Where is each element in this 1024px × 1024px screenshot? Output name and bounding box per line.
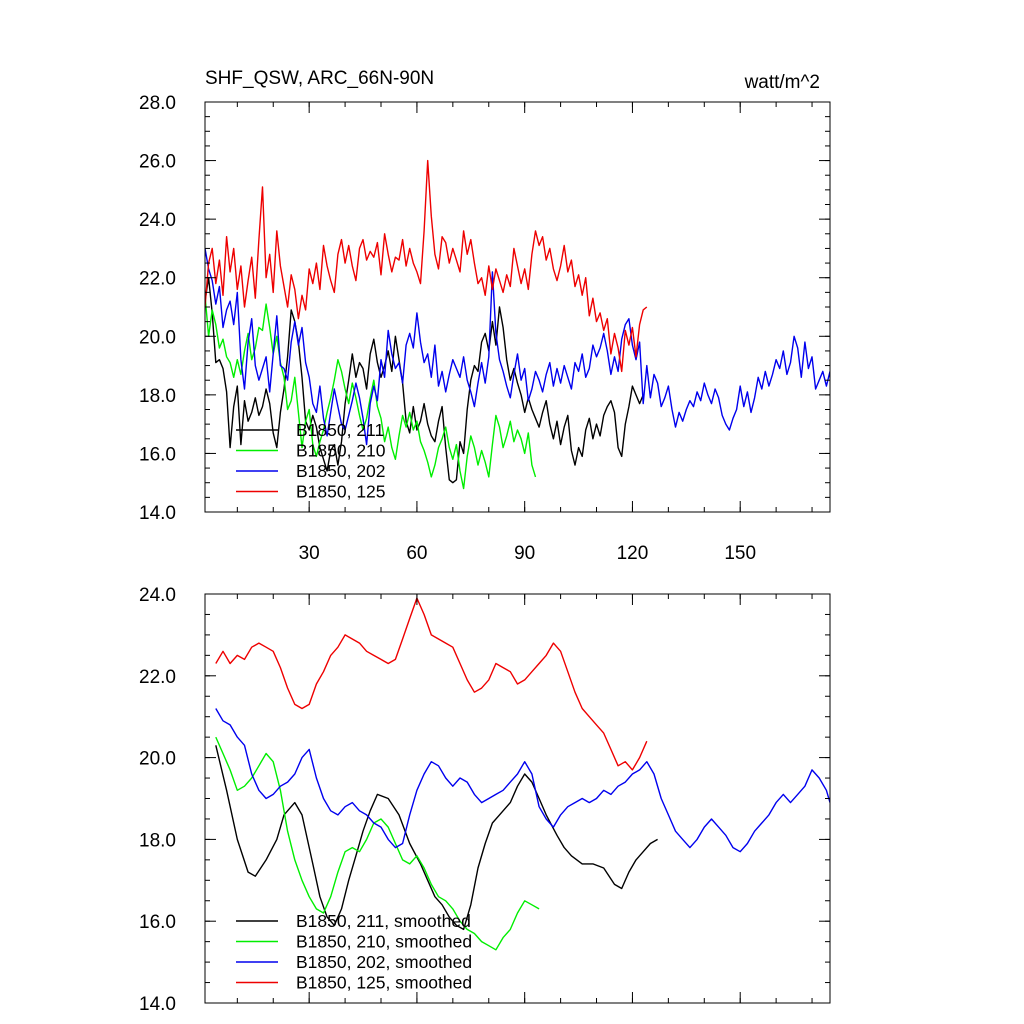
y-tick-label: 16.0: [139, 444, 176, 465]
legend-label-2: B1850, 210: [296, 441, 386, 461]
series-line-2: [215, 736, 540, 951]
bottom-panel: 14.0 16.0 18.0 20.0 22.0 24.0 B1850, 211, smoo…: [139, 585, 831, 1015]
y-tick-label: 14.0: [139, 503, 176, 524]
y-tick-label: 26.0: [139, 152, 176, 173]
y-tick-label: 24.0: [139, 585, 176, 606]
x-tick-label: 90: [514, 543, 535, 564]
series-line-2: [205, 295, 537, 490]
y-tick-label: 24.0: [139, 210, 176, 231]
x-tick-label: 30: [299, 543, 320, 564]
units-label: watt/m^2: [744, 72, 820, 93]
y-tick-label: 14.0: [139, 994, 176, 1015]
series-line-1: [205, 277, 644, 484]
series-group: [215, 597, 830, 951]
legend-label-4: B1850, 125, smoothed: [296, 973, 472, 993]
legend-label-1: B1850, 211, smoothed: [296, 911, 471, 931]
legend-label-1: B1850, 211: [296, 420, 384, 440]
y-tick-label: 18.0: [139, 386, 176, 407]
y-tick-label: 22.0: [139, 269, 176, 290]
y-tick-label: 28.0: [139, 93, 176, 114]
series-line-4: [205, 159, 648, 373]
y-tick-label: 18.0: [139, 830, 176, 851]
series-group: [205, 159, 830, 490]
y-tick-label: 20.0: [139, 327, 176, 348]
series-line-1: [215, 745, 658, 931]
series-line-4: [215, 597, 648, 771]
x-tick-label: 60: [406, 543, 427, 564]
x-tick-label: 150: [724, 543, 756, 564]
chart-title: SHF_QSW, ARC_66N-90N: [205, 68, 434, 89]
legend-label-2: B1850, 210, smoothed: [296, 932, 472, 952]
y-tick-label: 22.0: [139, 667, 176, 688]
series-line-3: [215, 708, 830, 853]
y-tick-label: 16.0: [139, 912, 176, 933]
y-tick-label: 20.0: [139, 749, 176, 770]
series-line-3: [205, 248, 830, 446]
legend-label-4: B1850, 125: [296, 482, 386, 502]
legend-label-3: B1850, 202: [296, 461, 386, 481]
top-panel: 14.0 16.0 18.0 20.0 22.0 24.0 26.0 28.0 30 60 90 12…: [139, 68, 831, 564]
x-tick-label: 120: [617, 543, 649, 564]
legend-label-3: B1850, 202, smoothed: [296, 952, 472, 972]
